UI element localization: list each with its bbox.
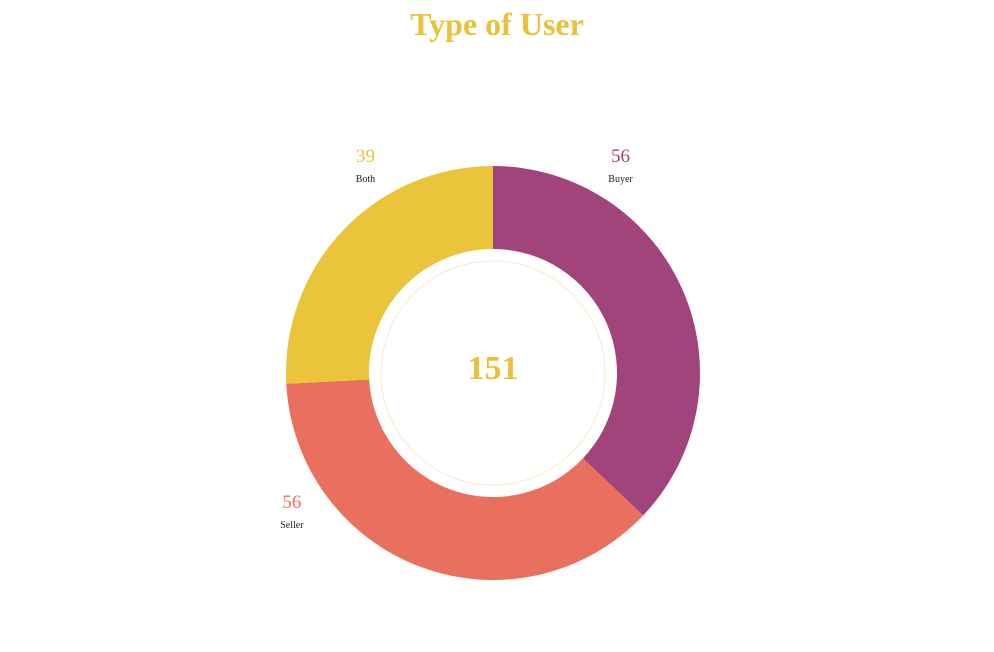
- labels-layer: 56 Buyer 56 Seller 39 Both: [280, 146, 633, 531]
- inner-ring: [380, 260, 606, 486]
- slice-buyer[interactable]: [493, 166, 700, 516]
- slice-both[interactable]: [286, 166, 493, 384]
- slice-value-both: 39: [356, 146, 375, 167]
- slice-value-seller: 56: [282, 492, 301, 513]
- chart-title: Type of User: [410, 6, 584, 42]
- slice-label-both: Both: [356, 174, 375, 185]
- slice-label-seller: Seller: [280, 520, 304, 531]
- center-total-value: 151: [468, 350, 519, 387]
- slice-label-buyer: Buyer: [608, 174, 633, 185]
- slice-value-buyer: 56: [611, 146, 630, 167]
- slices-layer: [286, 166, 700, 580]
- slice-seller[interactable]: [286, 379, 644, 580]
